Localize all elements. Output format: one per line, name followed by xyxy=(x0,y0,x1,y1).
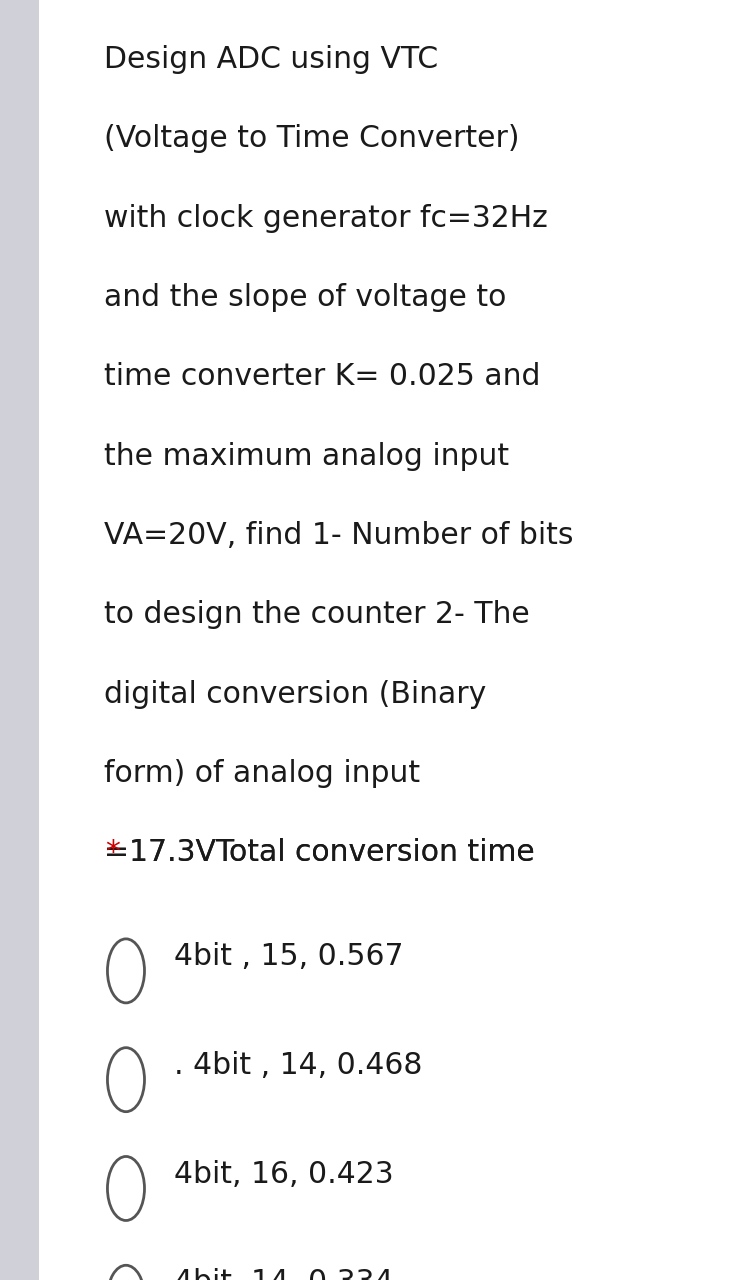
Text: . 4bit , 14, 0.468: . 4bit , 14, 0.468 xyxy=(174,1051,422,1080)
Text: =17.3VTotal conversion time: =17.3VTotal conversion time xyxy=(104,838,544,868)
Text: form) of analog input: form) of analog input xyxy=(104,759,420,788)
Text: VA=20V, find 1- Number of bits: VA=20V, find 1- Number of bits xyxy=(104,521,574,550)
Text: and the slope of voltage to: and the slope of voltage to xyxy=(104,283,506,312)
Text: 4bit, 16, 0.423: 4bit, 16, 0.423 xyxy=(174,1160,393,1189)
Text: the maximum analog input: the maximum analog input xyxy=(104,442,509,471)
Text: *: * xyxy=(105,838,120,868)
Text: 4bit , 15, 0.567: 4bit , 15, 0.567 xyxy=(174,942,404,972)
Text: =17.3VTotal conversion time: =17.3VTotal conversion time xyxy=(104,838,544,868)
Text: digital conversion (Binary: digital conversion (Binary xyxy=(104,680,486,709)
Text: with clock generator fc=32Hz: with clock generator fc=32Hz xyxy=(104,204,548,233)
FancyBboxPatch shape xyxy=(0,0,39,1280)
Text: to design the counter 2- The: to design the counter 2- The xyxy=(104,600,530,630)
Text: (Voltage to Time Converter): (Voltage to Time Converter) xyxy=(104,124,519,154)
Text: Design ADC using VTC: Design ADC using VTC xyxy=(104,45,438,74)
Text: 4bit, 14, 0.334: 4bit, 14, 0.334 xyxy=(174,1268,393,1280)
Text: time converter K= 0.025 and: time converter K= 0.025 and xyxy=(104,362,540,392)
